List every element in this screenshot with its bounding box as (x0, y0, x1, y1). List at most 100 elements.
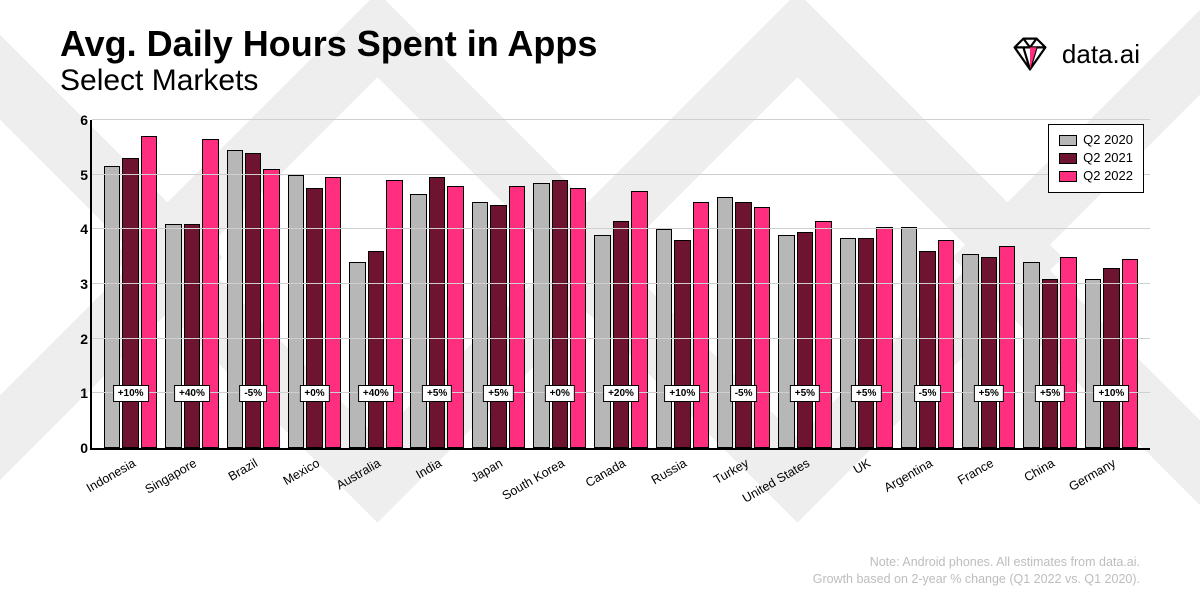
y-tick-label: 2 (70, 331, 88, 347)
bar-group: +10%Russia (652, 120, 713, 448)
bar (1122, 259, 1138, 448)
y-tick-label: 1 (70, 385, 88, 401)
bar (386, 180, 402, 448)
bar (429, 177, 445, 448)
growth-label: +0% (299, 385, 329, 402)
bar (999, 246, 1015, 448)
growth-label: +5% (790, 385, 820, 402)
bar (533, 183, 549, 448)
growth-label: +5% (422, 385, 452, 402)
bar (656, 229, 672, 448)
bar-group: +20%Canada (590, 120, 651, 448)
footnote-line: Note: Android phones. All estimates from… (813, 554, 1140, 571)
gridline (92, 119, 1150, 120)
bar (349, 262, 365, 448)
bar (797, 232, 813, 448)
bar (227, 150, 243, 448)
growth-label: -5% (730, 385, 758, 402)
bar (594, 235, 610, 448)
bar (263, 169, 279, 448)
bar-group: +40%Australia (345, 120, 406, 448)
legend-swatch (1059, 153, 1077, 164)
bar (1103, 268, 1119, 448)
bar (202, 139, 218, 448)
bar (490, 205, 506, 448)
bar-group: +5%UK (836, 120, 897, 448)
y-tick-label: 5 (70, 167, 88, 183)
bar (552, 180, 568, 448)
footnote-line: Growth based on 2-year % change (Q1 2022… (813, 571, 1140, 588)
bar (631, 191, 647, 448)
bar (613, 221, 629, 448)
legend: Q2 2020Q2 2021Q2 2022 (1048, 124, 1144, 193)
legend-label: Q2 2021 (1083, 149, 1133, 167)
bar (104, 166, 120, 448)
chart-subtitle: Select Markets (60, 64, 597, 97)
bar (693, 202, 709, 448)
footnote: Note: Android phones. All estimates from… (813, 554, 1140, 588)
bar-group: +5%United States (774, 120, 835, 448)
legend-item: Q2 2022 (1059, 167, 1133, 185)
chart-title: Avg. Daily Hours Spent in Apps (60, 24, 597, 64)
bar (1023, 262, 1039, 448)
gridline (92, 283, 1150, 284)
growth-label: +10% (664, 385, 700, 402)
bar (840, 238, 856, 448)
bar (1042, 279, 1058, 448)
growth-label: +10% (113, 385, 149, 402)
bar (122, 158, 138, 448)
bar (570, 188, 586, 448)
growth-label: +5% (483, 385, 513, 402)
growth-label: +5% (974, 385, 1004, 402)
bar (368, 251, 384, 448)
gridline (92, 228, 1150, 229)
bar (306, 188, 322, 448)
bar (288, 175, 304, 448)
bar-group: -5%Turkey (713, 120, 774, 448)
bar (858, 238, 874, 448)
bar-group: +5%Japan (468, 120, 529, 448)
bar (938, 240, 954, 448)
growth-label: +20% (603, 385, 639, 402)
y-tick-label: 6 (70, 112, 88, 128)
bar (919, 251, 935, 448)
brand-logo: data.ai (1008, 32, 1140, 76)
growth-label: -5% (239, 385, 267, 402)
bar-group: -5%Argentina (897, 120, 958, 448)
bar (447, 186, 463, 448)
diamond-icon (1008, 32, 1052, 76)
legend-item: Q2 2021 (1059, 149, 1133, 167)
bar (778, 235, 794, 448)
legend-swatch (1059, 171, 1077, 182)
growth-label: -5% (914, 385, 942, 402)
growth-label: +40% (174, 385, 210, 402)
bar-group: +5%France (958, 120, 1019, 448)
bar-chart: +10%Indonesia+40%Singapore-5%Brazil+0%Me… (60, 120, 1150, 490)
bar (472, 202, 488, 448)
growth-label: +0% (545, 385, 575, 402)
x-tick-label: UK (866, 447, 888, 468)
growth-label: +10% (1093, 385, 1129, 402)
brand-text: data.ai (1062, 39, 1140, 70)
bar (1060, 257, 1076, 448)
y-tick-label: 3 (70, 276, 88, 292)
bar-group: +0%South Korea (529, 120, 590, 448)
legend-swatch (1059, 135, 1077, 146)
bar (754, 207, 770, 448)
y-tick-label: 4 (70, 221, 88, 237)
bar (1085, 279, 1101, 448)
bar (165, 224, 181, 448)
bar-group: -5%Brazil (223, 120, 284, 448)
legend-label: Q2 2020 (1083, 131, 1133, 149)
legend-label: Q2 2022 (1083, 167, 1133, 185)
bar (184, 224, 200, 448)
bar (735, 202, 751, 448)
bar (717, 197, 733, 448)
bar-group: +5%India (406, 120, 467, 448)
bar-group: +0%Mexico (284, 120, 345, 448)
bar (245, 153, 261, 448)
bar (815, 221, 831, 448)
bar-group: +40%Singapore (161, 120, 222, 448)
bar (509, 186, 525, 448)
bar-group: +10%Indonesia (100, 120, 161, 448)
